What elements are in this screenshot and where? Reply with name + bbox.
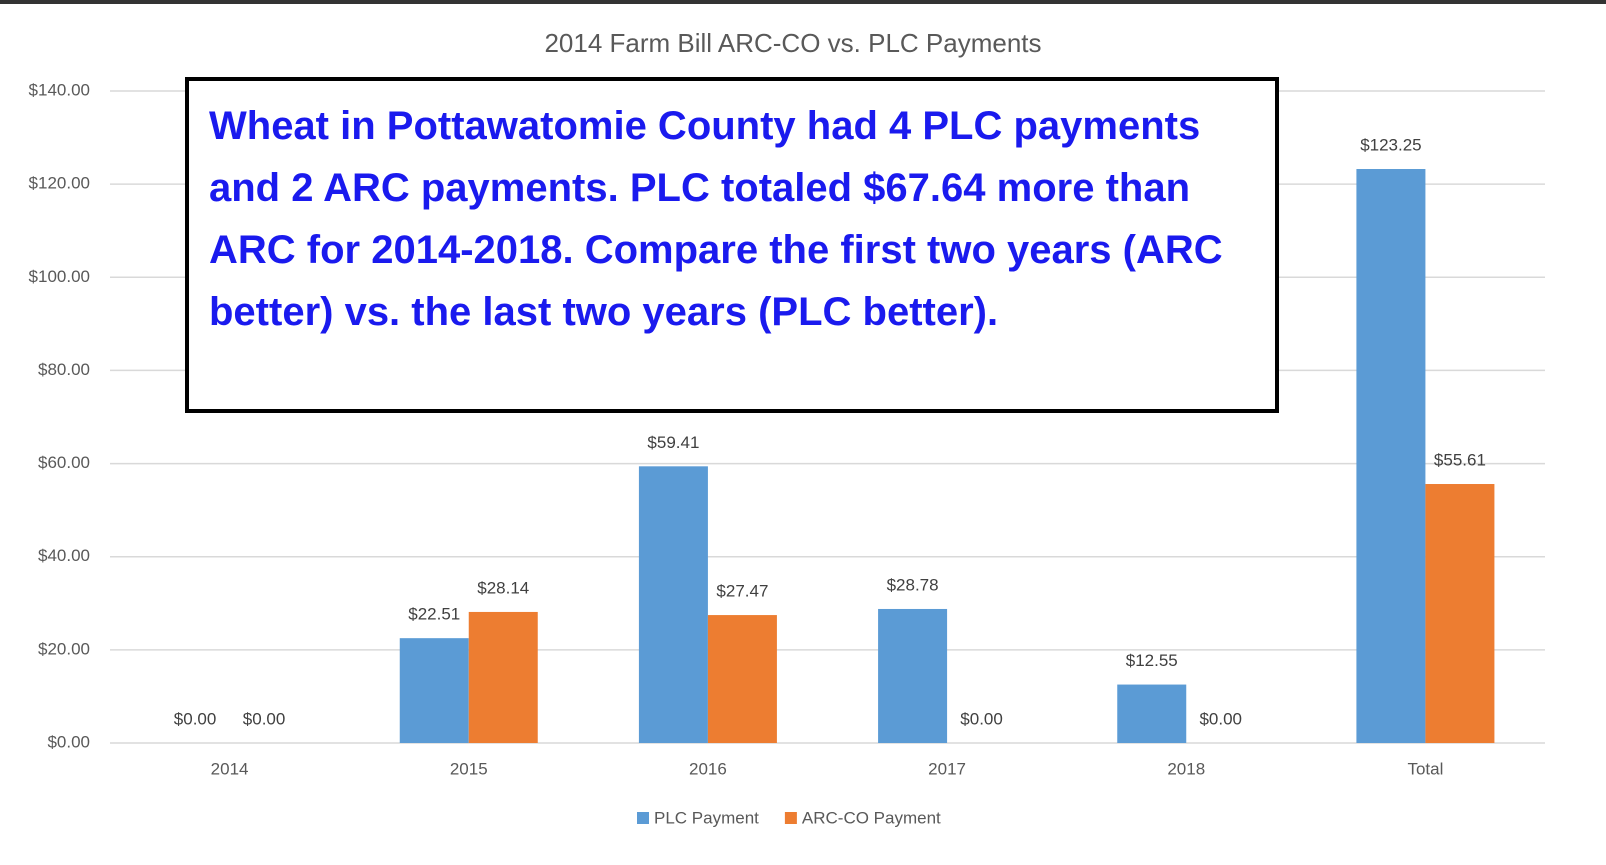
value-label: $0.00 — [1199, 709, 1242, 728]
value-label: $55.61 — [1434, 451, 1486, 470]
y-tick-label: $0.00 — [47, 732, 90, 751]
y-tick-label: $140.00 — [29, 80, 90, 99]
chart-title: 2014 Farm Bill ARC-CO vs. PLC Payments — [544, 28, 1041, 58]
x-tick-label: Total — [1407, 759, 1443, 778]
bar — [400, 638, 469, 743]
legend-swatch — [637, 812, 649, 824]
y-tick-label: $40.00 — [38, 546, 90, 565]
x-tick-label: 2016 — [689, 759, 727, 778]
y-tick-label: $60.00 — [38, 453, 90, 472]
top-border — [0, 0, 1606, 4]
bar — [639, 466, 708, 743]
x-tick-label: 2014 — [211, 759, 249, 778]
value-label: $12.55 — [1126, 651, 1178, 670]
page: {"chart_data": {"type": "bar", "title": … — [0, 0, 1606, 865]
value-label: $0.00 — [243, 709, 286, 728]
x-tick-label: 2015 — [450, 759, 488, 778]
bar — [1425, 484, 1494, 743]
legend-label: ARC-CO Payment — [802, 808, 941, 827]
bar — [1356, 169, 1425, 743]
value-label: $0.00 — [960, 709, 1003, 728]
bar — [469, 612, 538, 743]
x-tick-label: 2018 — [1167, 759, 1205, 778]
value-label: $27.47 — [716, 582, 768, 601]
legend-swatch — [785, 812, 797, 824]
bar — [1117, 685, 1186, 743]
x-tick-label: 2017 — [928, 759, 966, 778]
bar — [878, 609, 947, 743]
y-tick-label: $120.00 — [29, 174, 90, 193]
value-label: $28.14 — [477, 578, 529, 597]
legend-label: PLC Payment — [654, 808, 759, 827]
value-label: $123.25 — [1360, 135, 1421, 154]
bar — [708, 615, 777, 743]
value-label: $28.78 — [887, 575, 939, 594]
annotation: Wheat in Pottawatomie County had 4 PLC p… — [185, 77, 1279, 413]
y-tick-label: $100.00 — [29, 267, 90, 286]
value-label: $22.51 — [408, 605, 460, 624]
y-tick-label: $20.00 — [38, 639, 90, 658]
value-label: $0.00 — [174, 709, 217, 728]
y-tick-label: $80.00 — [38, 360, 90, 379]
value-label: $59.41 — [647, 433, 699, 452]
